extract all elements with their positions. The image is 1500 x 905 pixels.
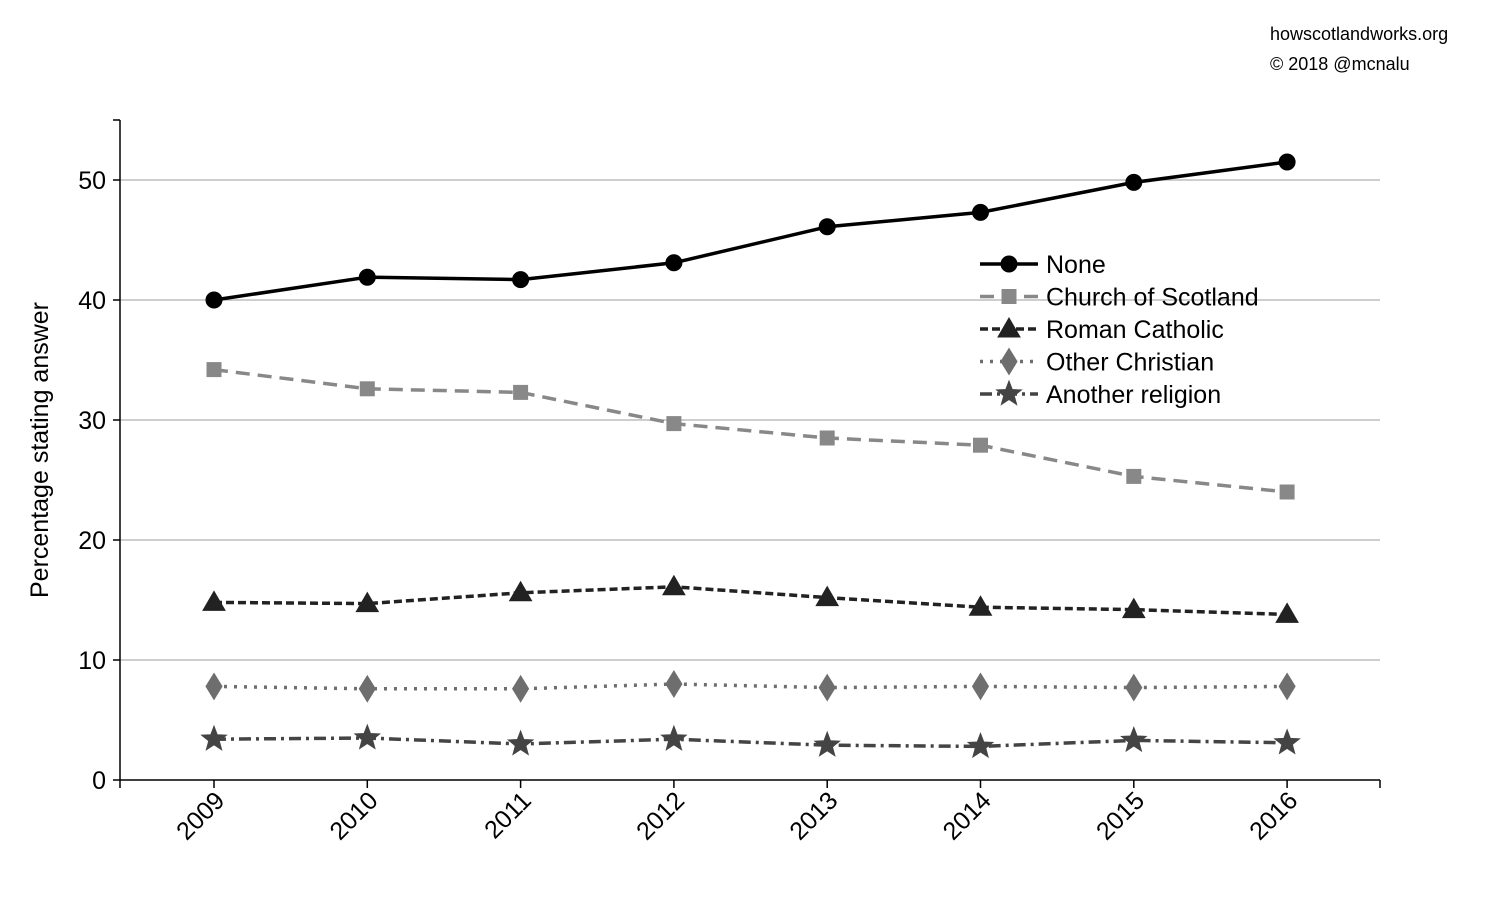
data-point [1278,672,1296,701]
y-axis-label: Percentage stating answer [26,302,54,598]
legend-marker [1000,347,1018,376]
data-point [1126,468,1142,484]
data-point [1125,173,1143,191]
data-point [512,271,530,289]
data-point [966,731,995,759]
data-point [355,591,380,613]
data-point [506,729,535,756]
gridlines [120,179,1380,661]
credit-site: howscotlandworks.org [1270,24,1448,44]
legend-label: None [1046,251,1106,279]
data-point [205,672,223,701]
series-roman-catholic [202,574,1299,623]
data-point [359,381,375,397]
y-tick-label: 10 [78,647,106,675]
legend: None Church of Scotland Roman Catholic Othe… [980,251,1259,409]
data-point [1279,484,1295,500]
data-point [665,254,683,272]
legend-label: Other Christian [1046,349,1214,377]
data-point [973,437,988,453]
data-point [1121,597,1146,619]
x-tick-label: 2012 [631,786,690,845]
legend-entry: Other Christian [980,347,1214,377]
data-point [206,362,222,378]
legend-marker [1001,289,1017,304]
series-none [205,153,1296,309]
series-church-of-scotland [206,362,1295,500]
data-point [358,674,376,703]
data-point [972,203,989,221]
data-point [512,674,530,703]
data-point [662,574,686,596]
legend-label: Another religion [1046,381,1221,409]
data-point [358,268,376,286]
data-point [513,384,529,400]
data-point [353,723,382,750]
data-point [666,416,682,432]
data-point [508,580,533,602]
data-point [1120,725,1148,753]
legend-label: Roman Catholic [1046,316,1224,344]
legend-entry: None [980,251,1106,279]
series-another-religion [200,723,1301,759]
data-point [815,585,840,607]
legend-entry: Another religion [980,379,1221,409]
data-point [1125,673,1143,702]
data-point [818,673,836,702]
data-point [819,430,835,446]
x-tick-label: 2011 [479,786,537,844]
x-tick-label: 2009 [171,786,230,845]
data-point [665,670,683,698]
x-tick-label: 2013 [784,786,843,845]
legend-entry: Church of Scotland [980,284,1259,312]
data-point [1273,728,1301,755]
y-tick-label: 0 [92,767,106,795]
data-point [818,218,836,236]
y-tick-label: 40 [78,287,106,315]
x-tick-label: 2016 [1244,786,1303,845]
legend-marker [1000,255,1018,273]
series-line [213,585,1288,617]
y-tick-label: 30 [78,407,106,435]
data-point [660,724,688,751]
data-point [971,672,990,701]
legend-entry: Roman Catholic [980,316,1224,344]
data-point [200,724,228,751]
series-line [213,160,1288,302]
x-tick-label: 2015 [1091,786,1150,845]
series-line [213,367,1288,494]
legend-marker [997,317,1021,338]
y-tick-label: 50 [78,167,106,195]
data-point [205,291,223,309]
axes [113,119,1381,788]
data-point [968,595,993,616]
data-point [1275,602,1299,623]
series-line [213,736,1288,749]
legend-marker [995,379,1023,406]
legend-label: Church of Scotland [1046,284,1259,312]
y-tick-label: 20 [78,527,106,555]
series-group [200,153,1301,759]
x-tick-label: 2014 [938,786,997,845]
credit-copyright: © 2018 @mcnalu [1270,54,1410,74]
series-other-christian [205,670,1296,703]
data-point [202,590,226,611]
data-point [813,730,841,757]
x-tick-label: 2010 [324,786,383,845]
tick-labels: 0 10 20 30 40 50 2009 2010 2011 2012 2013 2014 2015 2… [78,167,1303,846]
data-point [1278,153,1296,171]
